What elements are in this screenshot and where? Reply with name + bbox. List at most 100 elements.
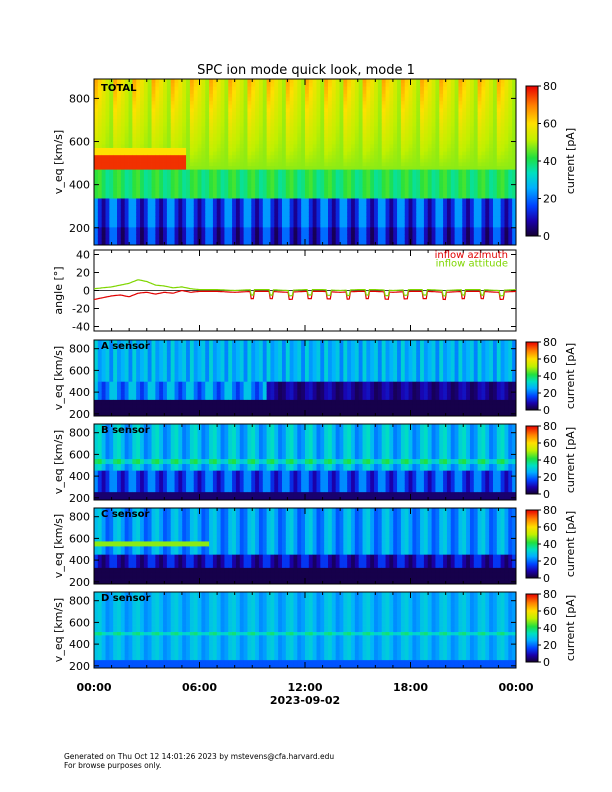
- spectrogram-cell: [132, 162, 137, 167]
- spectrogram-cell: [266, 82, 271, 87]
- spectrogram-cell: [120, 151, 126, 156]
- spectrogram-cell: [235, 151, 241, 156]
- spectrogram-cell: [143, 111, 149, 116]
- spectrogram-cell: [239, 133, 245, 138]
- spectrogram-cell: [247, 147, 252, 152]
- spectrogram-cell: [174, 122, 179, 127]
- spectrogram-cell: [278, 219, 283, 224]
- spectrogram-cell: [205, 104, 210, 109]
- spectrogram-cell: [143, 187, 149, 192]
- spectrogram-cell: [320, 89, 325, 94]
- spectrogram-cell: [404, 194, 409, 199]
- spectrogram-cell: [105, 107, 110, 112]
- spectrogram-cell: [435, 187, 440, 192]
- spectrogram-cell: [351, 111, 356, 116]
- spectrogram-cell: [446, 183, 452, 188]
- spectrogram-cell: [462, 201, 467, 206]
- spectrogram-cell: [155, 201, 160, 206]
- spectrogram-cell: [281, 165, 287, 170]
- spectrogram-cell: [224, 198, 229, 203]
- spectrogram-cell: [155, 104, 160, 109]
- spectrogram-cell: [143, 133, 149, 138]
- spectrogram-cell: [193, 201, 198, 206]
- spectrogram-cell: [400, 151, 406, 156]
- spectrogram-cell: [147, 133, 152, 138]
- spectrogram-cell: [389, 194, 394, 199]
- spectrogram-cell: [201, 190, 206, 195]
- spectrogram-cell: [124, 205, 129, 210]
- spectrogram-cell: [197, 198, 202, 203]
- spectrogram-cell: [301, 162, 306, 167]
- spectrogram-cell: [170, 136, 175, 141]
- spectrogram-cell: [281, 133, 287, 138]
- spectrogram-cell: [439, 129, 444, 134]
- spectrogram-cell: [201, 104, 206, 109]
- spectrogram-cell: [431, 93, 436, 98]
- spectrogram-cell: [136, 187, 141, 192]
- spectrogram-cell: [97, 100, 103, 105]
- spectrogram-cell: [193, 180, 198, 185]
- spectrogram-cell: [324, 201, 329, 206]
- spectrogram-cell: [301, 154, 306, 159]
- spectrogram-cell: [443, 118, 448, 123]
- spectrogram-cell: [124, 154, 129, 159]
- spectrogram-cell: [132, 154, 137, 159]
- spectrogram-cell: [389, 151, 394, 156]
- spectrogram-cell: [274, 219, 279, 224]
- spectrogram-cell: [216, 136, 221, 141]
- spectrogram-cell: [393, 115, 398, 120]
- spectrogram-cell: [485, 223, 490, 228]
- spectrogram-cell: [170, 162, 175, 167]
- spectrogram-cell: [94, 226, 99, 231]
- spectrogram-cell: [423, 190, 429, 195]
- spectrogram-cell: [255, 237, 260, 242]
- spectrogram-cell: [293, 237, 298, 242]
- spectrogram-cell: [147, 194, 152, 199]
- spectrogram-cell: [331, 223, 337, 228]
- spectrogram-cell: [454, 216, 459, 221]
- spectrogram-cell: [335, 111, 340, 116]
- spectrogram-cell: [174, 140, 179, 145]
- spectrogram-cell: [420, 147, 425, 152]
- spectrogram-cell: [416, 172, 421, 177]
- spectrogram-cell: [293, 104, 298, 109]
- spectrogram-cell: [212, 107, 218, 112]
- spectrogram-cell: [427, 82, 432, 87]
- spectrogram-cell: [178, 169, 183, 174]
- spectrogram-cell: [182, 194, 187, 199]
- spectrogram-cell: [94, 176, 99, 181]
- spectrogram-cell: [178, 187, 183, 192]
- spectrogram-cell: [113, 151, 118, 156]
- spectrogram-cell: [473, 172, 479, 177]
- spectrogram-cell: [159, 176, 164, 181]
- spectrogram-cell: [500, 93, 505, 98]
- spectrogram-cell: [347, 216, 352, 221]
- spectrogram-cell: [120, 93, 126, 98]
- spectrogram-cell: [132, 219, 137, 224]
- spectrogram-cell: [496, 93, 502, 98]
- spectrogram-cell: [370, 125, 375, 130]
- spectrogram-cell: [243, 86, 248, 91]
- spectrogram-cell: [163, 100, 168, 105]
- spectrogram-cell: [454, 89, 459, 94]
- spectrogram-cell: [312, 89, 317, 94]
- spectrogram-cell: [408, 133, 413, 138]
- spectrogram-cell: [101, 180, 106, 185]
- spectrogram-cell: [466, 180, 471, 185]
- spectrogram-cell: [239, 162, 245, 167]
- spectrogram-cell: [120, 115, 126, 120]
- spectrogram-cell: [136, 89, 141, 94]
- spectrogram-cell: [289, 100, 294, 105]
- spectrogram-cell: [393, 201, 398, 206]
- spectrogram-cell: [193, 208, 198, 213]
- spectrogram-cell: [504, 151, 509, 156]
- spectrogram-cell: [270, 158, 275, 163]
- spectrogram-cell: [258, 107, 264, 112]
- spectrogram-cell: [354, 97, 360, 102]
- spectrogram-cell: [312, 111, 317, 116]
- spectrogram-cell: [117, 241, 122, 246]
- spectrogram-cell: [147, 165, 152, 170]
- spectrogram-cell: [143, 183, 149, 188]
- spectrogram-cell: [216, 111, 221, 116]
- spectrogram-cell: [435, 176, 440, 181]
